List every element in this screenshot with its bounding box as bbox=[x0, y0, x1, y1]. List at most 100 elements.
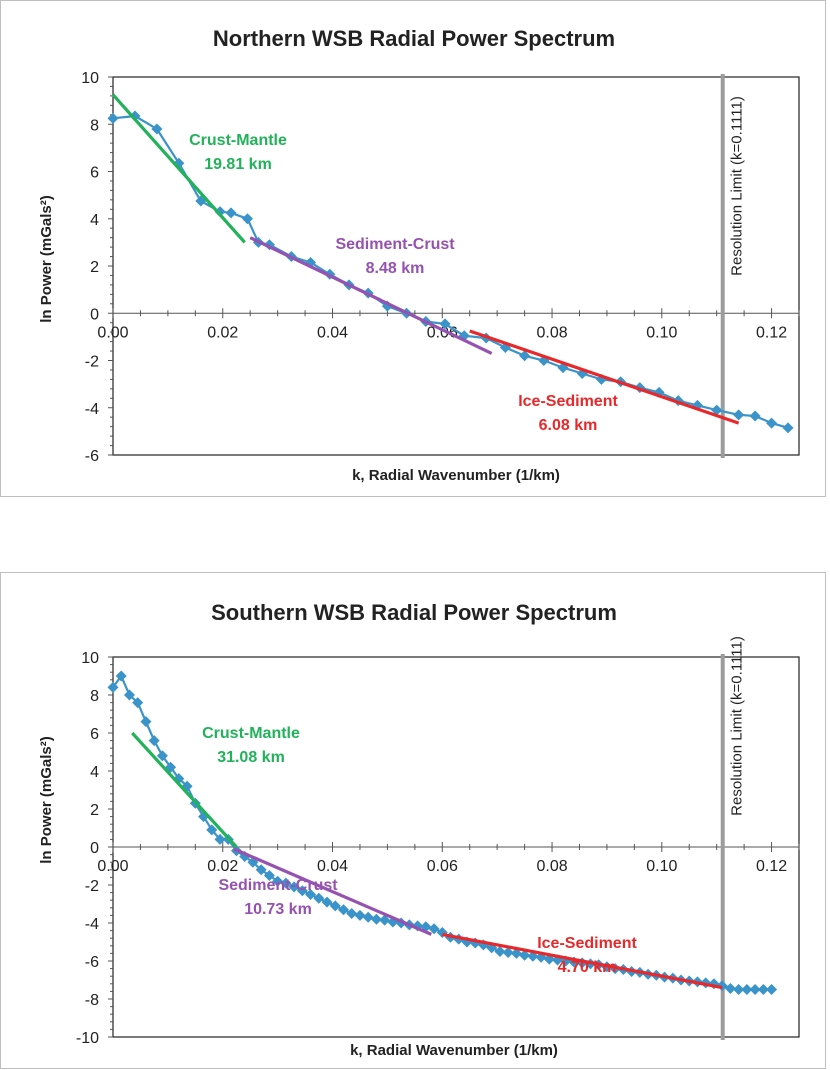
fit-label-name: Ice-Sediment bbox=[518, 393, 618, 410]
data-point bbox=[749, 984, 761, 995]
x-tick-label: 0.04 bbox=[317, 324, 348, 341]
data-point bbox=[362, 911, 374, 923]
data-point bbox=[206, 824, 218, 836]
data-point bbox=[280, 877, 292, 889]
data-point bbox=[346, 908, 358, 919]
fit-label-depth: 10.73 km bbox=[244, 901, 312, 918]
data-point bbox=[766, 984, 778, 995]
data-point bbox=[724, 983, 736, 995]
fit-label-name: Ice-Sediment bbox=[537, 935, 637, 952]
y-tick-label: 10 bbox=[81, 650, 99, 667]
x-tick-label: 0.06 bbox=[427, 324, 458, 341]
fit-label-depth: 4.70 km bbox=[558, 959, 617, 976]
y-tick-label: 4 bbox=[90, 764, 99, 781]
fit-label-name: Sediment-Crust bbox=[335, 236, 455, 253]
data-point bbox=[151, 123, 163, 135]
x-tick-label: 0.04 bbox=[317, 858, 348, 875]
data-point bbox=[354, 909, 366, 921]
x-tick-label: 0.02 bbox=[207, 324, 238, 341]
fit-line-crust-mantle bbox=[111, 93, 246, 244]
data-point bbox=[214, 206, 226, 218]
x-tick-label: 0.10 bbox=[646, 858, 677, 875]
x-tick-label: 0.00 bbox=[97, 324, 128, 341]
y-tick-label: 6 bbox=[90, 165, 99, 182]
fit-line-ice-sediment bbox=[469, 329, 740, 425]
data-point bbox=[519, 350, 531, 362]
data-point bbox=[115, 670, 127, 682]
data-point bbox=[140, 716, 152, 728]
data-point bbox=[198, 811, 210, 823]
y-tick-label: 6 bbox=[90, 726, 99, 743]
data-point bbox=[225, 207, 237, 219]
x-axis-label: k, Radial Wavenumber (1/km) bbox=[352, 467, 560, 484]
data-point bbox=[313, 892, 325, 904]
y-axis-label: ln Power (mGals²) bbox=[38, 736, 55, 864]
y-axis-label: ln Power (mGals²) bbox=[38, 195, 55, 323]
y-tick-label: 10 bbox=[81, 70, 99, 87]
data-point bbox=[543, 953, 555, 965]
y-tick-label: -4 bbox=[85, 401, 99, 418]
fit-label-depth: 6.08 km bbox=[539, 417, 598, 434]
y-tick-label: 0 bbox=[90, 306, 99, 323]
fit-line-sediment-crust bbox=[249, 236, 493, 355]
chart-title: Southern WSB Radial Power Spectrum bbox=[211, 600, 617, 625]
x-tick-label: 0.12 bbox=[756, 858, 787, 875]
y-tick-label: -2 bbox=[85, 354, 99, 371]
fit-line-sediment-crust bbox=[233, 847, 432, 936]
y-tick-label: 2 bbox=[90, 259, 99, 276]
data-point bbox=[428, 923, 440, 935]
data-point bbox=[370, 913, 382, 925]
data-point bbox=[288, 881, 300, 893]
y-tick-label: -2 bbox=[85, 878, 99, 895]
x-tick-label: 0.02 bbox=[207, 858, 238, 875]
resolution-limit-label: Resolution Limit (k=0.1111) bbox=[729, 96, 746, 276]
data-point bbox=[107, 681, 119, 693]
x-tick-label: 0.08 bbox=[536, 858, 567, 875]
x-tick-label: 0.08 bbox=[536, 324, 567, 341]
northern-chart-svg: Northern WSB Radial Power Spectrum ln Po… bbox=[38, 26, 800, 484]
chart-title: Northern WSB Radial Power Spectrum bbox=[213, 26, 615, 51]
fit-label-name: Crust-Mantle bbox=[189, 132, 287, 149]
fit-label-depth: 19.81 km bbox=[204, 156, 272, 173]
y-tick-label: -8 bbox=[85, 992, 99, 1009]
resolution-limit-label: Resolution Limit (k=0.1111) bbox=[729, 636, 746, 816]
chart-panel-northern: Northern WSB Radial Power Spectrum ln Po… bbox=[0, 0, 826, 497]
y-tick-label: -4 bbox=[85, 916, 99, 933]
y-tick-label: 0 bbox=[90, 840, 99, 857]
x-tick-label: 0.12 bbox=[756, 324, 787, 341]
y-tick-label: 8 bbox=[90, 688, 99, 705]
data-point bbox=[263, 870, 275, 881]
x-tick-label: 0.10 bbox=[646, 324, 677, 341]
fit-label-name: Crust-Mantle bbox=[202, 725, 300, 742]
data-point bbox=[241, 213, 253, 225]
data-point bbox=[749, 410, 761, 422]
data-point bbox=[477, 939, 489, 951]
fit-label-depth: 31.08 km bbox=[217, 749, 285, 766]
data-point bbox=[510, 947, 522, 959]
y-tick-label: 2 bbox=[90, 802, 99, 819]
fit-line-crust-mantle bbox=[131, 731, 238, 849]
y-tick-label: 8 bbox=[90, 117, 99, 134]
data-point bbox=[305, 889, 317, 900]
fit-line-ice-sediment bbox=[441, 932, 723, 990]
data-point bbox=[156, 750, 168, 762]
data-point bbox=[123, 689, 135, 701]
data-point bbox=[519, 949, 531, 961]
data-point bbox=[782, 422, 794, 434]
data-point bbox=[329, 900, 341, 912]
x-tick-label: 0.06 bbox=[427, 858, 458, 875]
data-point bbox=[711, 404, 723, 416]
fit-label-name: Sediment-Crust bbox=[218, 877, 338, 894]
data-point bbox=[272, 875, 284, 887]
data-point bbox=[379, 914, 391, 926]
data-point bbox=[733, 984, 745, 995]
data-point bbox=[321, 896, 333, 908]
data-point bbox=[741, 984, 753, 995]
data-point bbox=[494, 946, 506, 957]
y-tick-label: -6 bbox=[85, 954, 99, 971]
data-point bbox=[181, 780, 193, 792]
data-point bbox=[129, 110, 141, 122]
y-tick-label: 4 bbox=[90, 212, 99, 229]
southern-chart-svg: Southern WSB Radial Power Spectrum ln Po… bbox=[38, 600, 800, 1059]
y-tick-label: -6 bbox=[85, 448, 99, 465]
